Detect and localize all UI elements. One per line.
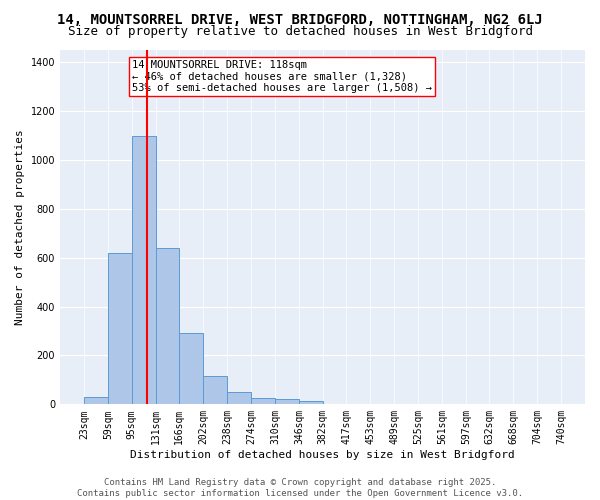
X-axis label: Distribution of detached houses by size in West Bridgford: Distribution of detached houses by size …: [130, 450, 515, 460]
Bar: [299, 400, 323, 404]
Bar: [251, 398, 275, 404]
Text: 14 MOUNTSORREL DRIVE: 118sqm
← 46% of detached houses are smaller (1,328)
53% of: 14 MOUNTSORREL DRIVE: 118sqm ← 46% of de…: [132, 60, 432, 93]
Y-axis label: Number of detached properties: Number of detached properties: [15, 130, 25, 325]
Text: Contains HM Land Registry data © Crown copyright and database right 2025.
Contai: Contains HM Land Registry data © Crown c…: [77, 478, 523, 498]
Bar: [84, 397, 108, 404]
Bar: [108, 253, 132, 404]
Bar: [132, 136, 156, 404]
Bar: [275, 400, 299, 404]
Bar: [156, 248, 179, 404]
Text: 14, MOUNTSORREL DRIVE, WEST BRIDGFORD, NOTTINGHAM, NG2 6LJ: 14, MOUNTSORREL DRIVE, WEST BRIDGFORD, N…: [57, 12, 543, 26]
Bar: [179, 334, 203, 404]
Text: Size of property relative to detached houses in West Bridgford: Size of property relative to detached ho…: [67, 25, 533, 38]
Bar: [227, 392, 251, 404]
Bar: [203, 376, 227, 404]
